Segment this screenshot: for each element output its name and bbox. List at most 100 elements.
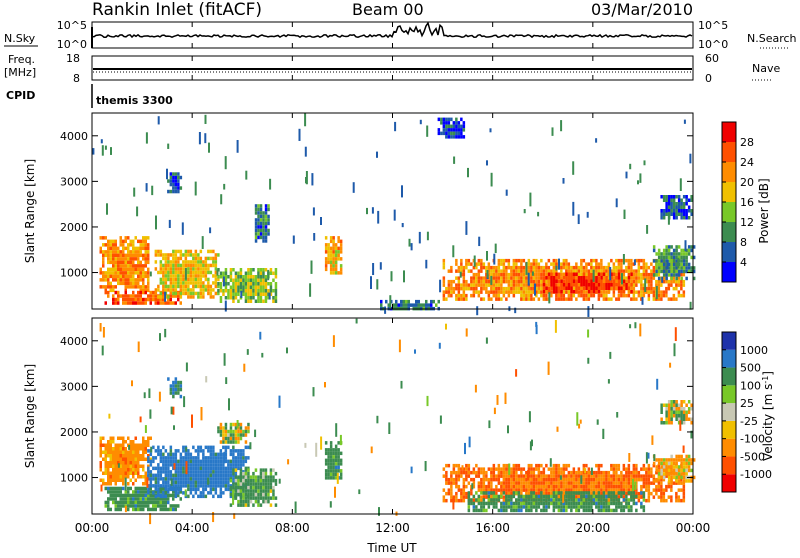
velocity-cell	[530, 481, 533, 485]
power-cell	[448, 132, 451, 136]
power-cell	[195, 292, 198, 296]
velocity-cell	[175, 477, 178, 481]
velocity-cell	[245, 440, 248, 444]
power-cell	[376, 152, 378, 158]
power-cell	[530, 294, 533, 298]
power-cell	[175, 278, 178, 282]
velocity-cell	[455, 485, 458, 489]
velocity-cell	[668, 476, 671, 480]
velocity-cell	[665, 418, 668, 422]
velocity-cell	[270, 482, 273, 486]
power-cell	[135, 294, 138, 298]
velocity-cell	[115, 490, 118, 494]
power-cell	[663, 294, 666, 298]
power-cell	[518, 266, 521, 270]
power-cell	[130, 271, 133, 275]
velocity-cell	[500, 502, 503, 506]
power-cell	[573, 290, 576, 294]
power-cell	[192, 292, 195, 296]
power-cell	[340, 257, 343, 261]
velocity-cell	[613, 509, 616, 513]
power-cell	[525, 283, 528, 287]
velocity-cell	[265, 496, 268, 500]
power-cell	[645, 273, 648, 277]
velocity-cell	[255, 496, 258, 500]
power-cell	[678, 283, 681, 287]
power-cell	[438, 300, 441, 304]
power-cell	[127, 261, 130, 265]
power-cell	[200, 271, 203, 275]
velocity-cell	[665, 485, 668, 489]
velocity-cell	[190, 491, 193, 495]
velocity-cell	[152, 504, 155, 508]
power-colorbar-tick-label: 20	[740, 176, 754, 189]
power-cell	[122, 261, 125, 265]
power-cell	[140, 268, 143, 272]
power-cell	[665, 294, 668, 298]
velocity-cell	[140, 497, 143, 501]
power-cell	[530, 297, 533, 301]
velocity-cell	[688, 407, 691, 411]
velocity-cell	[230, 430, 233, 434]
velocity-cell	[180, 497, 183, 501]
velocity-cell	[272, 479, 275, 483]
velocity-cell	[262, 486, 265, 490]
velocity-cell	[215, 460, 218, 464]
power-cell	[110, 254, 113, 258]
velocity-cell	[115, 468, 118, 472]
velocity-cell	[225, 488, 228, 492]
velocity-cell	[110, 451, 113, 455]
power-cell	[112, 240, 115, 244]
power-cell	[190, 292, 193, 296]
velocity-cell	[588, 467, 591, 471]
velocity-cell	[245, 486, 248, 490]
velocity-cell	[558, 498, 561, 502]
velocity-cell	[615, 467, 618, 471]
velocity-cell	[217, 474, 220, 478]
velocity-cell	[227, 437, 230, 441]
power-cell	[633, 290, 636, 294]
power-cell	[515, 290, 518, 294]
power-cell	[565, 266, 568, 270]
power-cell	[638, 290, 641, 294]
velocity-cell	[177, 488, 180, 492]
velocity-cell	[222, 477, 225, 481]
velocity-cell	[110, 490, 113, 494]
velocity-cell	[463, 481, 466, 485]
velocity-cell	[673, 407, 676, 411]
velocity-cell	[270, 475, 273, 479]
power-cell	[160, 278, 163, 282]
velocity-cell	[105, 468, 108, 472]
power-cell	[106, 203, 108, 214]
power-cell	[250, 293, 253, 297]
velocity-cell	[490, 467, 493, 471]
velocity-cell	[275, 482, 278, 486]
power-cell	[485, 283, 488, 287]
velocity-cell	[635, 471, 638, 475]
power-cell	[262, 215, 265, 219]
power-cell	[177, 264, 180, 268]
power-ytick-label: 4000	[60, 130, 88, 143]
velocity-cell	[473, 509, 476, 513]
power-cell	[526, 262, 528, 275]
power-cell	[490, 266, 493, 270]
velocity-cell	[495, 505, 498, 509]
velocity-cell	[195, 463, 198, 467]
velocity-cell	[260, 489, 263, 493]
velocity-cell	[127, 508, 130, 512]
power-cell	[370, 276, 372, 289]
power-cell	[685, 256, 688, 260]
power-cell	[132, 294, 135, 298]
velocity-cell	[550, 495, 553, 499]
power-cell	[603, 273, 606, 277]
velocity-cell	[112, 501, 115, 505]
velocity-cell	[670, 472, 673, 476]
power-cell	[145, 298, 148, 302]
velocity-cell	[160, 484, 163, 488]
velocity-cell	[545, 502, 548, 506]
power-cell	[327, 247, 330, 251]
velocity-cell	[195, 477, 198, 481]
velocity-cell	[150, 474, 153, 478]
power-cell	[252, 279, 255, 283]
